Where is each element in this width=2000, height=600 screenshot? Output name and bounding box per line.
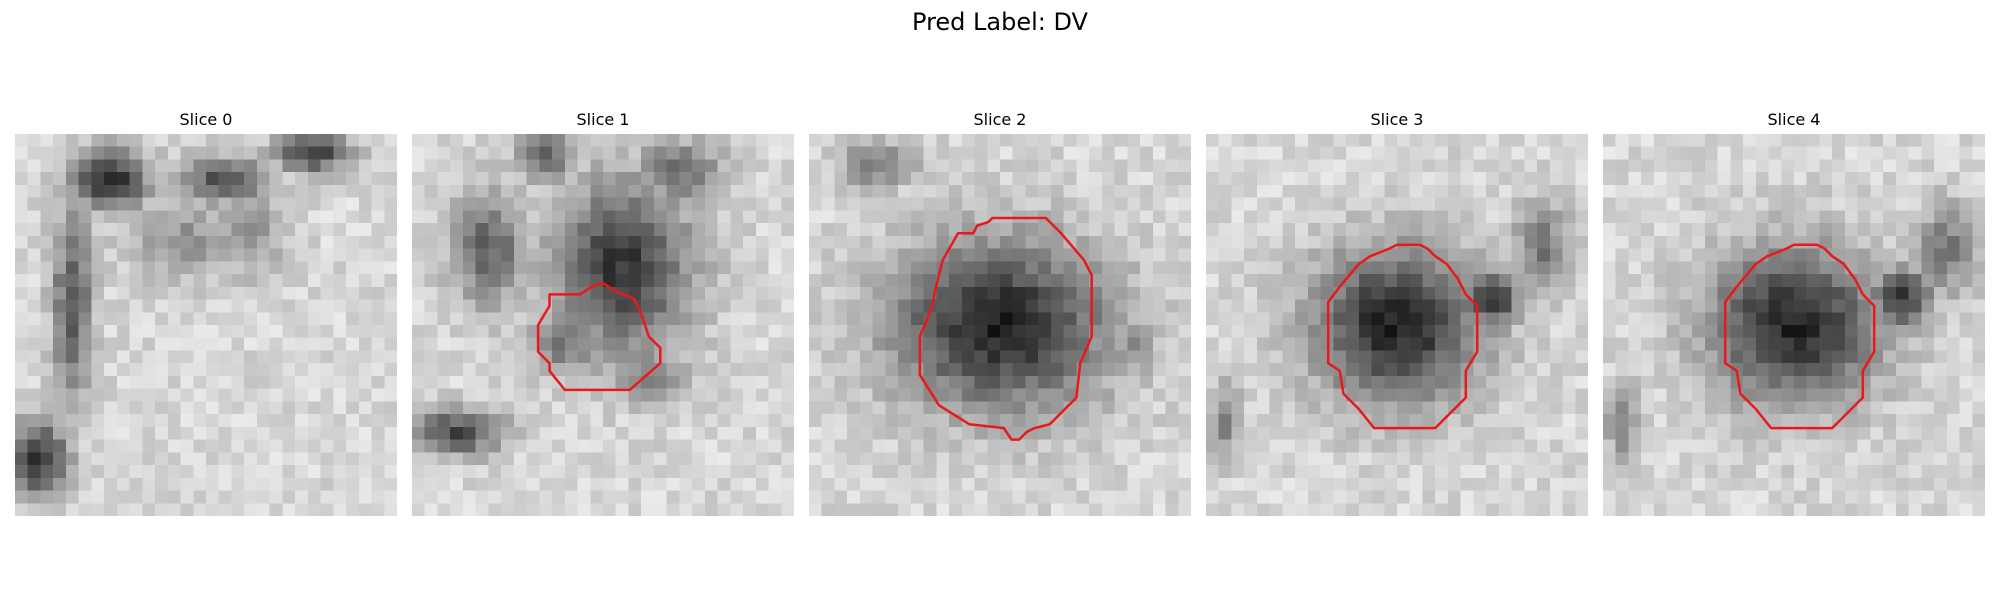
slice-title: Slice 3: [1370, 110, 1424, 129]
slice-title: Slice 2: [973, 110, 1027, 129]
slice-panel-3: Slice 3: [1206, 108, 1588, 516]
slice-image: [1206, 134, 1588, 516]
segmentation-contour: [1723, 243, 1876, 430]
contour-line: [536, 281, 662, 392]
slice-panel-0: Slice 0: [15, 108, 397, 516]
slice-image: [15, 134, 397, 516]
figure-title: Pred Label: DV: [912, 8, 1088, 36]
contour-line: [1723, 243, 1876, 430]
segmentation-contour: [536, 281, 662, 392]
contour-line: [918, 216, 1093, 441]
segmentation-contour: [1326, 243, 1479, 430]
contour-line: [1326, 243, 1479, 430]
segmentation-contour: [918, 216, 1093, 441]
slice-panel-2: Slice 2: [809, 108, 1191, 516]
slice-title: Slice 1: [576, 110, 630, 129]
slice-panel-4: Slice 4: [1603, 108, 1985, 516]
slice-image: [1603, 134, 1985, 516]
slice-image: [412, 134, 794, 516]
segmentation-contour: [15, 134, 397, 516]
slice-image: [809, 134, 1191, 516]
slice-title: Slice 0: [179, 110, 233, 129]
slice-panel-1: Slice 1: [412, 108, 794, 516]
slice-title: Slice 4: [1767, 110, 1821, 129]
